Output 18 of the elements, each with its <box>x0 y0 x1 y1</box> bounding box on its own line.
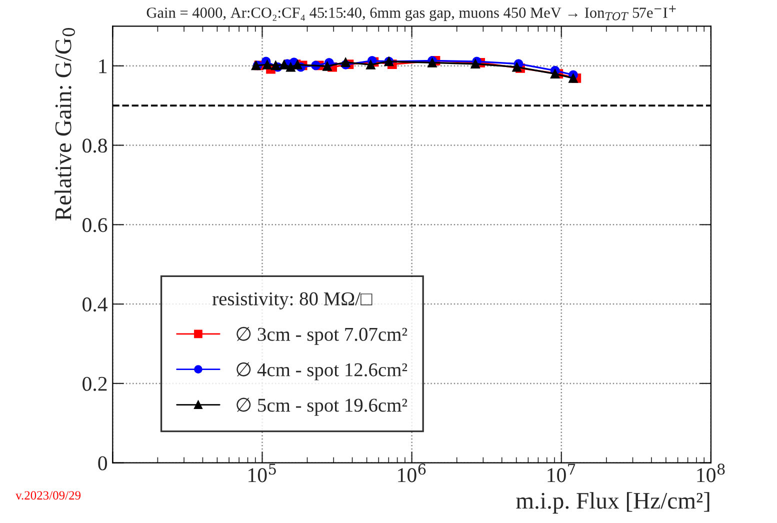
legend-label: ∅ 5cm - spot 19.6cm² <box>236 398 408 416</box>
text: v.2023/09/29 <box>16 491 81 500</box>
x-tick-label: 10$^{8}$ <box>697 464 725 482</box>
y-tick-label: 1 <box>99 59 107 74</box>
legend-label: ∅ 4cm - spot 12.6cm² <box>236 362 408 380</box>
x-tick-label: 10$^{6}$ <box>398 464 426 482</box>
x-tick-label: 10$^{5}$ <box>248 464 276 482</box>
x-axis-title: m.i.p. Flux [Hz/cm²] <box>516 492 710 514</box>
legend-title: resistivity: 80 MΩ/□ <box>212 292 372 310</box>
y-tick-label: 0 <box>98 456 108 470</box>
y-tick-label: 0.2 <box>82 376 107 391</box>
y-tick-label: 0.4 <box>82 297 108 312</box>
legend-label: ∅ 3cm - spot 7.07cm² <box>236 326 408 345</box>
chart-title: Gain = 4000, Ar:CO₂:CF₄ 45:15:40, 6mm gas gap, muons 450 MeV → Ion$_{TOT}$ 57e$^{−}$I$^{+}$ <box>146 5 676 21</box>
y-tick-label: 0.6 <box>82 218 108 232</box>
y-tick-label: 0.8 <box>82 138 108 153</box>
y-axis-title: Relative Gain: G/G$_{0}$ <box>54 28 75 220</box>
x-tick-label: 10$^{7}$ <box>548 464 576 482</box>
